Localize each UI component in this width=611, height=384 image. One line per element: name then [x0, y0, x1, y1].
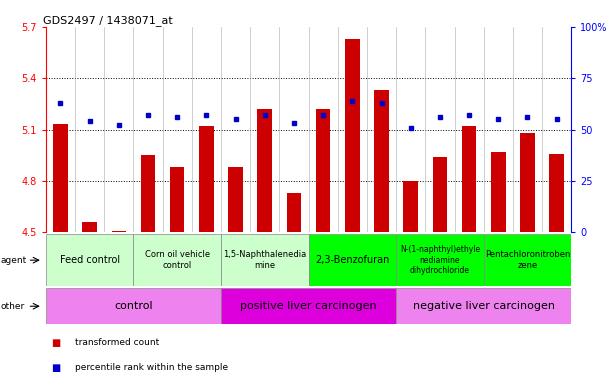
Bar — [491, 152, 506, 232]
Bar — [520, 133, 535, 232]
Text: Pentachloronitroben
zene: Pentachloronitroben zene — [485, 250, 570, 270]
Bar — [170, 167, 185, 232]
Text: GDS2497 / 1438071_at: GDS2497 / 1438071_at — [43, 15, 173, 26]
Bar — [396, 288, 571, 324]
Bar — [309, 234, 396, 286]
Bar — [287, 193, 301, 232]
Text: Feed control: Feed control — [59, 255, 120, 265]
Bar — [46, 288, 221, 324]
Text: percentile rank within the sample: percentile rank within the sample — [75, 363, 228, 372]
Bar — [229, 167, 243, 232]
Bar — [111, 231, 126, 232]
Bar — [53, 124, 68, 232]
Text: ■: ■ — [51, 338, 60, 348]
Bar — [396, 234, 484, 286]
Bar — [316, 109, 331, 232]
Bar — [374, 90, 389, 232]
Text: 2,3-Benzofuran: 2,3-Benzofuran — [315, 255, 390, 265]
Text: 1,5-Naphthalenedia
mine: 1,5-Naphthalenedia mine — [223, 250, 306, 270]
Bar — [221, 234, 309, 286]
Bar — [403, 181, 418, 232]
Bar — [221, 288, 396, 324]
Bar — [462, 126, 477, 232]
Bar — [46, 234, 133, 286]
Text: positive liver carcinogen: positive liver carcinogen — [240, 301, 377, 311]
Bar — [257, 109, 272, 232]
Bar — [345, 39, 360, 232]
Bar — [141, 155, 155, 232]
Text: Corn oil vehicle
control: Corn oil vehicle control — [145, 250, 210, 270]
Bar — [549, 154, 564, 232]
Text: N-(1-naphthyl)ethyle
nediamine
dihydrochloride: N-(1-naphthyl)ethyle nediamine dihydroch… — [400, 245, 480, 275]
Bar — [433, 157, 447, 232]
Bar — [484, 234, 571, 286]
Text: agent: agent — [1, 256, 27, 265]
Text: ■: ■ — [51, 362, 60, 373]
Bar — [133, 234, 221, 286]
Text: transformed count: transformed count — [75, 338, 159, 347]
Bar — [199, 126, 214, 232]
Bar — [82, 222, 97, 232]
Text: control: control — [114, 301, 153, 311]
Text: negative liver carcinogen: negative liver carcinogen — [412, 301, 555, 311]
Text: other: other — [1, 302, 25, 311]
